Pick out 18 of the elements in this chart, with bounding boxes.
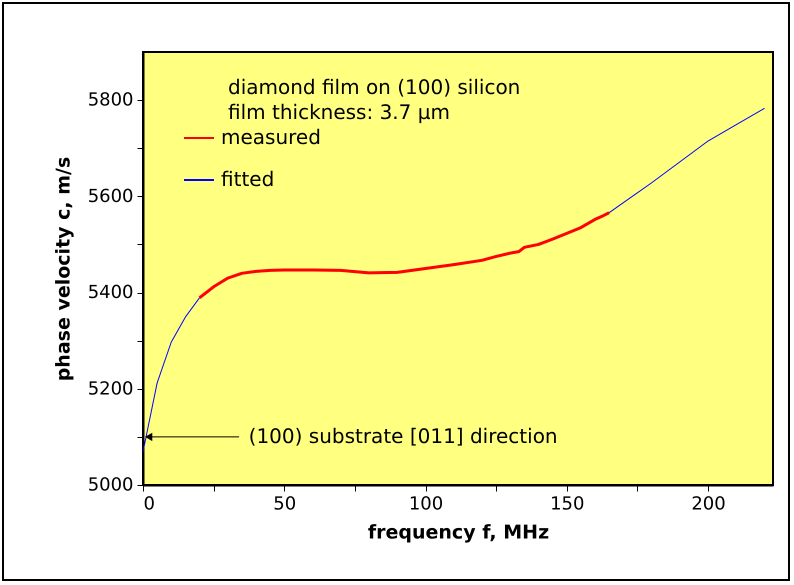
y-tick-label: 5600 [88,186,134,207]
line-series [198,211,611,300]
x-tick-label: 100 [408,494,444,514]
y-axis-title: phase velocity c, m/s [52,156,75,382]
y-tick-label: 5000 [88,474,134,496]
y-tick-label: 5200 [88,378,134,400]
y-tick-label: 5800 [88,90,134,111]
legend-label: fitted [221,167,274,191]
x-tick-label: 50 [273,494,296,514]
x-axis-title: frequency f, MHz [368,522,550,544]
x-tick-label: 0 [144,494,155,514]
annotation: film thickness: 3.7 µm [228,100,450,124]
x-tick-label: 200 [691,494,726,514]
legend-label: measured [221,125,321,149]
annotation: diamond film on (100) silicon [228,75,520,99]
y-tick-label: 5400 [88,282,134,304]
x-tick-label: 150 [550,494,584,514]
annotation: (100) substrate [011] direction [248,424,558,448]
